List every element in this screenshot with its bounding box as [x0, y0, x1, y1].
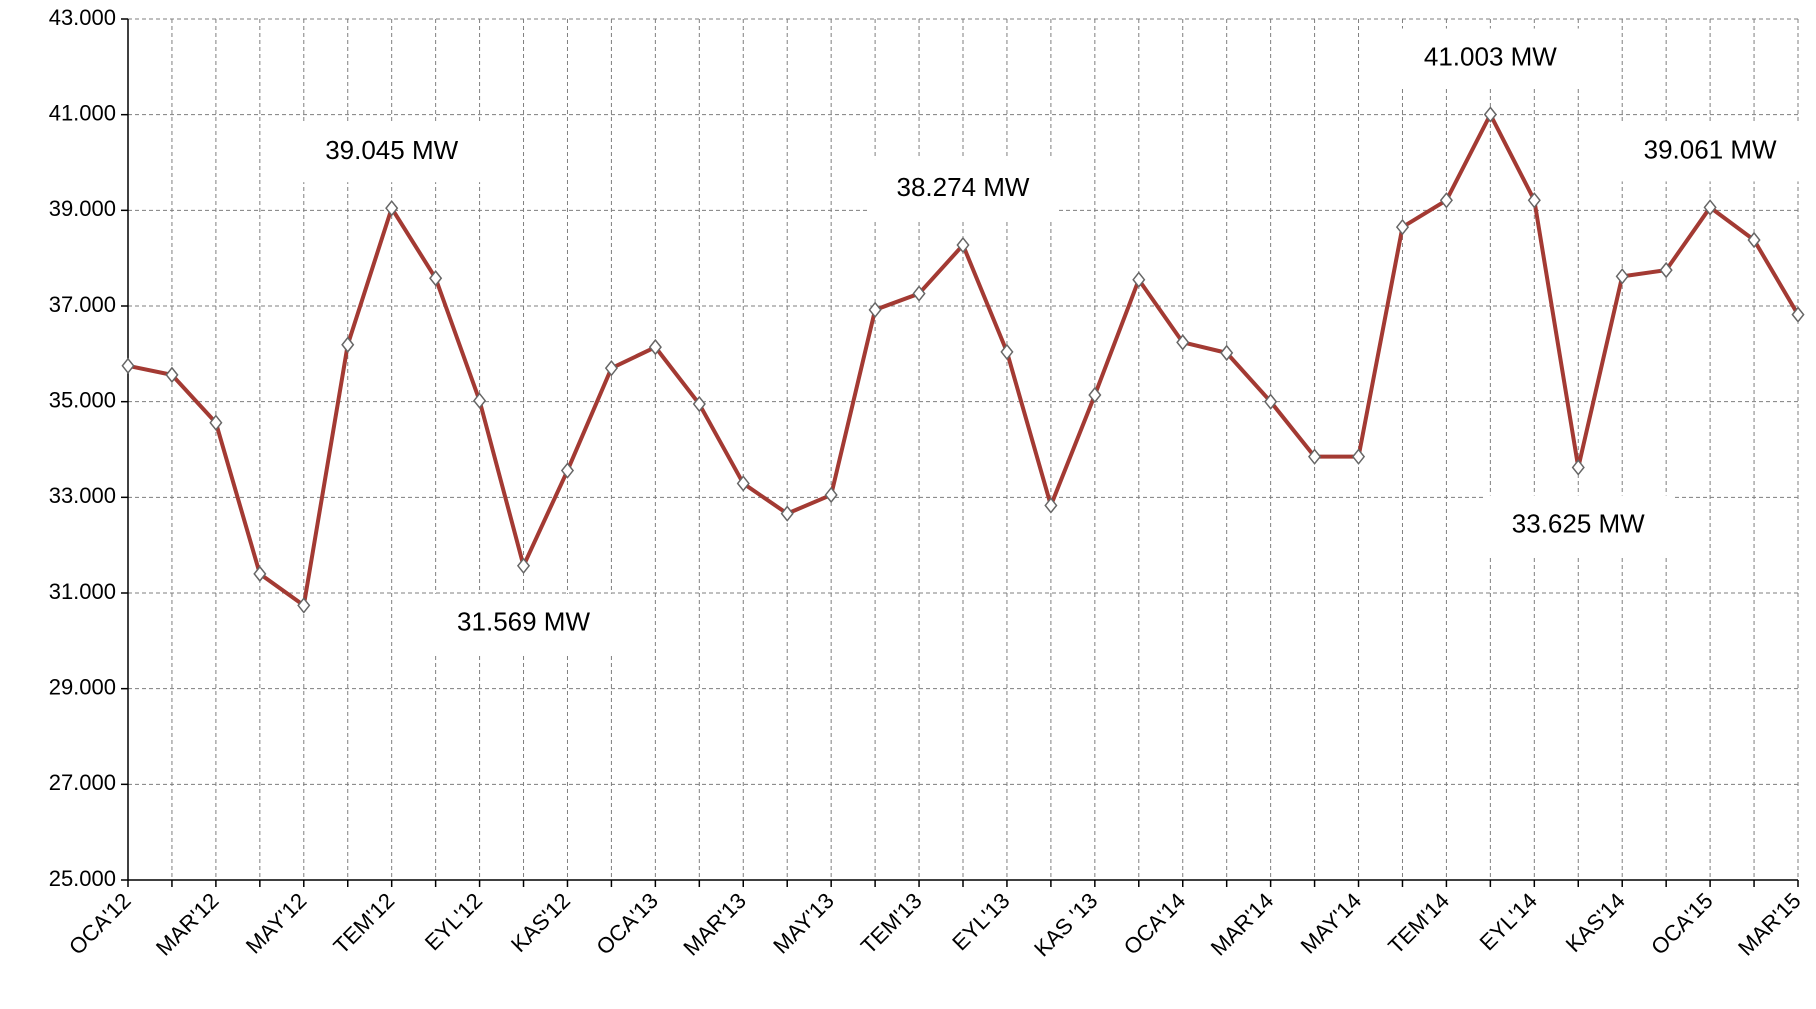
marker	[1220, 344, 1234, 362]
value-label: 38.274 MW	[897, 172, 1030, 202]
value-label-bg	[1615, 121, 1806, 182]
value-label: 31.569 MW	[457, 607, 590, 637]
marker	[1132, 271, 1146, 288]
marker	[385, 199, 399, 217]
x-tick-label: MAY'13	[768, 888, 839, 959]
y-tick-label: 41.000	[49, 100, 116, 125]
marker	[956, 236, 970, 254]
y-tick-label: 27.000	[49, 770, 116, 795]
marker	[1703, 199, 1717, 216]
value-label-bg	[1483, 495, 1674, 556]
marker	[165, 366, 179, 384]
x-tick-label: MAY'12	[241, 888, 312, 959]
marker	[1439, 192, 1453, 209]
y-tick-label: 33.000	[49, 483, 116, 508]
marker	[1308, 448, 1322, 465]
x-tick-label: KAS'12	[506, 888, 575, 957]
marker	[1571, 459, 1585, 476]
marker	[1395, 218, 1410, 236]
marker	[1527, 192, 1541, 209]
x-tick-label: TEM'12	[329, 888, 400, 959]
marker	[473, 392, 487, 409]
x-tick-label: MAR'15	[1733, 888, 1806, 961]
marker	[560, 462, 575, 479]
marker	[1483, 106, 1497, 123]
value-label: 39.045 MW	[325, 135, 458, 165]
value-label-bg	[296, 122, 487, 183]
marker	[253, 565, 267, 583]
x-tick-label: MAR'14	[1206, 888, 1279, 961]
marker	[912, 285, 926, 302]
marker	[692, 395, 706, 413]
y-tick-label: 29.000	[49, 674, 116, 699]
value-label: 39.061 MW	[1644, 134, 1777, 164]
value-label: 33.625 MW	[1512, 508, 1645, 538]
value-label-bg	[1395, 28, 1586, 89]
marker	[1044, 497, 1058, 514]
y-tick-label: 37.000	[49, 292, 116, 317]
x-tick-label: OCA'12	[64, 888, 136, 960]
x-tick-label: MAY'14	[1296, 888, 1367, 959]
x-tick-label: OCA'13	[591, 888, 663, 960]
y-tick-label: 43.000	[49, 5, 116, 30]
x-tick-label: KAS '13	[1029, 888, 1102, 961]
x-tick-label: MAR'12	[151, 888, 224, 961]
y-tick-label: 35.000	[49, 387, 116, 412]
marker	[1351, 448, 1366, 465]
y-tick-label: 39.000	[49, 196, 116, 221]
marker	[1615, 268, 1629, 285]
x-tick-label: OCA'15	[1646, 888, 1718, 960]
marker	[1791, 306, 1805, 323]
marker	[516, 557, 531, 574]
value-label: 41.003 MW	[1424, 41, 1557, 71]
x-tick-label: KAS'14	[1561, 888, 1630, 957]
value-label-bg	[428, 593, 619, 654]
marker	[1000, 343, 1014, 361]
marker	[121, 357, 135, 374]
marker	[736, 475, 750, 492]
marker	[1264, 393, 1278, 410]
marker	[1747, 231, 1761, 249]
x-tick-label: EYL'13	[947, 888, 1014, 955]
marker	[780, 505, 794, 522]
y-tick-label: 25.000	[49, 866, 116, 891]
x-tick-label: TEM'14	[1383, 888, 1454, 959]
marker	[1176, 334, 1190, 351]
x-tick-label: TEM'13	[856, 888, 927, 959]
marker	[429, 270, 443, 287]
marker	[297, 597, 311, 614]
marker	[209, 414, 223, 431]
marker	[824, 486, 838, 504]
marker	[648, 338, 662, 356]
x-tick-label: EYL'14	[1475, 888, 1542, 955]
x-tick-label: MAR'13	[678, 888, 751, 961]
marker	[341, 336, 355, 353]
x-tick-label: OCA'14	[1119, 888, 1191, 960]
x-tick-label: EYL'12	[420, 888, 487, 955]
marker	[1088, 386, 1102, 404]
marker	[868, 301, 882, 319]
marker	[604, 359, 618, 377]
y-tick-label: 31.000	[49, 579, 116, 604]
marker	[1659, 261, 1673, 279]
value-label-bg	[868, 159, 1058, 220]
